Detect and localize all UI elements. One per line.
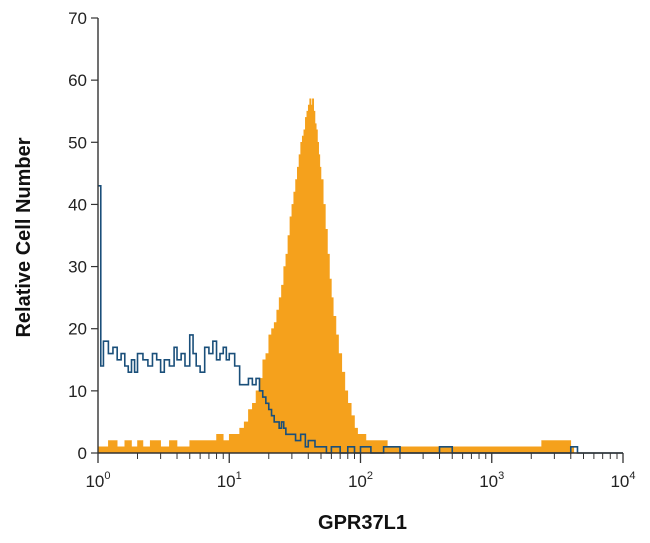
y-tick-label: 30 (68, 258, 87, 277)
y-tick-label: 10 (68, 382, 87, 401)
x-tick-label: 100 (85, 470, 110, 491)
y-tick-label: 70 (68, 9, 87, 28)
series-layer (97, 98, 623, 454)
y-tick-label: 40 (68, 195, 87, 214)
x-tick-label: 103 (479, 470, 504, 491)
filled-histogram-series (97, 98, 575, 454)
y-tick-label: 50 (68, 133, 87, 152)
x-ticks: 100 101 102 103 104 (85, 453, 636, 491)
x-tick-label: 104 (610, 470, 635, 491)
outline-histogram-series (98, 184, 623, 454)
x-tick-label: 101 (217, 470, 242, 491)
axes (97, 18, 623, 454)
y-tick-label: 0 (78, 444, 87, 463)
y-axis-title: Relative Cell Number (13, 137, 35, 337)
y-tick-label: 20 (68, 320, 87, 339)
y-tick-label: 60 (68, 71, 87, 90)
x-tick-label: 102 (348, 470, 373, 491)
x-axis-title: GPR37L1 (318, 512, 407, 534)
y-ticks: 0 10 20 30 40 50 60 70 (68, 9, 98, 463)
